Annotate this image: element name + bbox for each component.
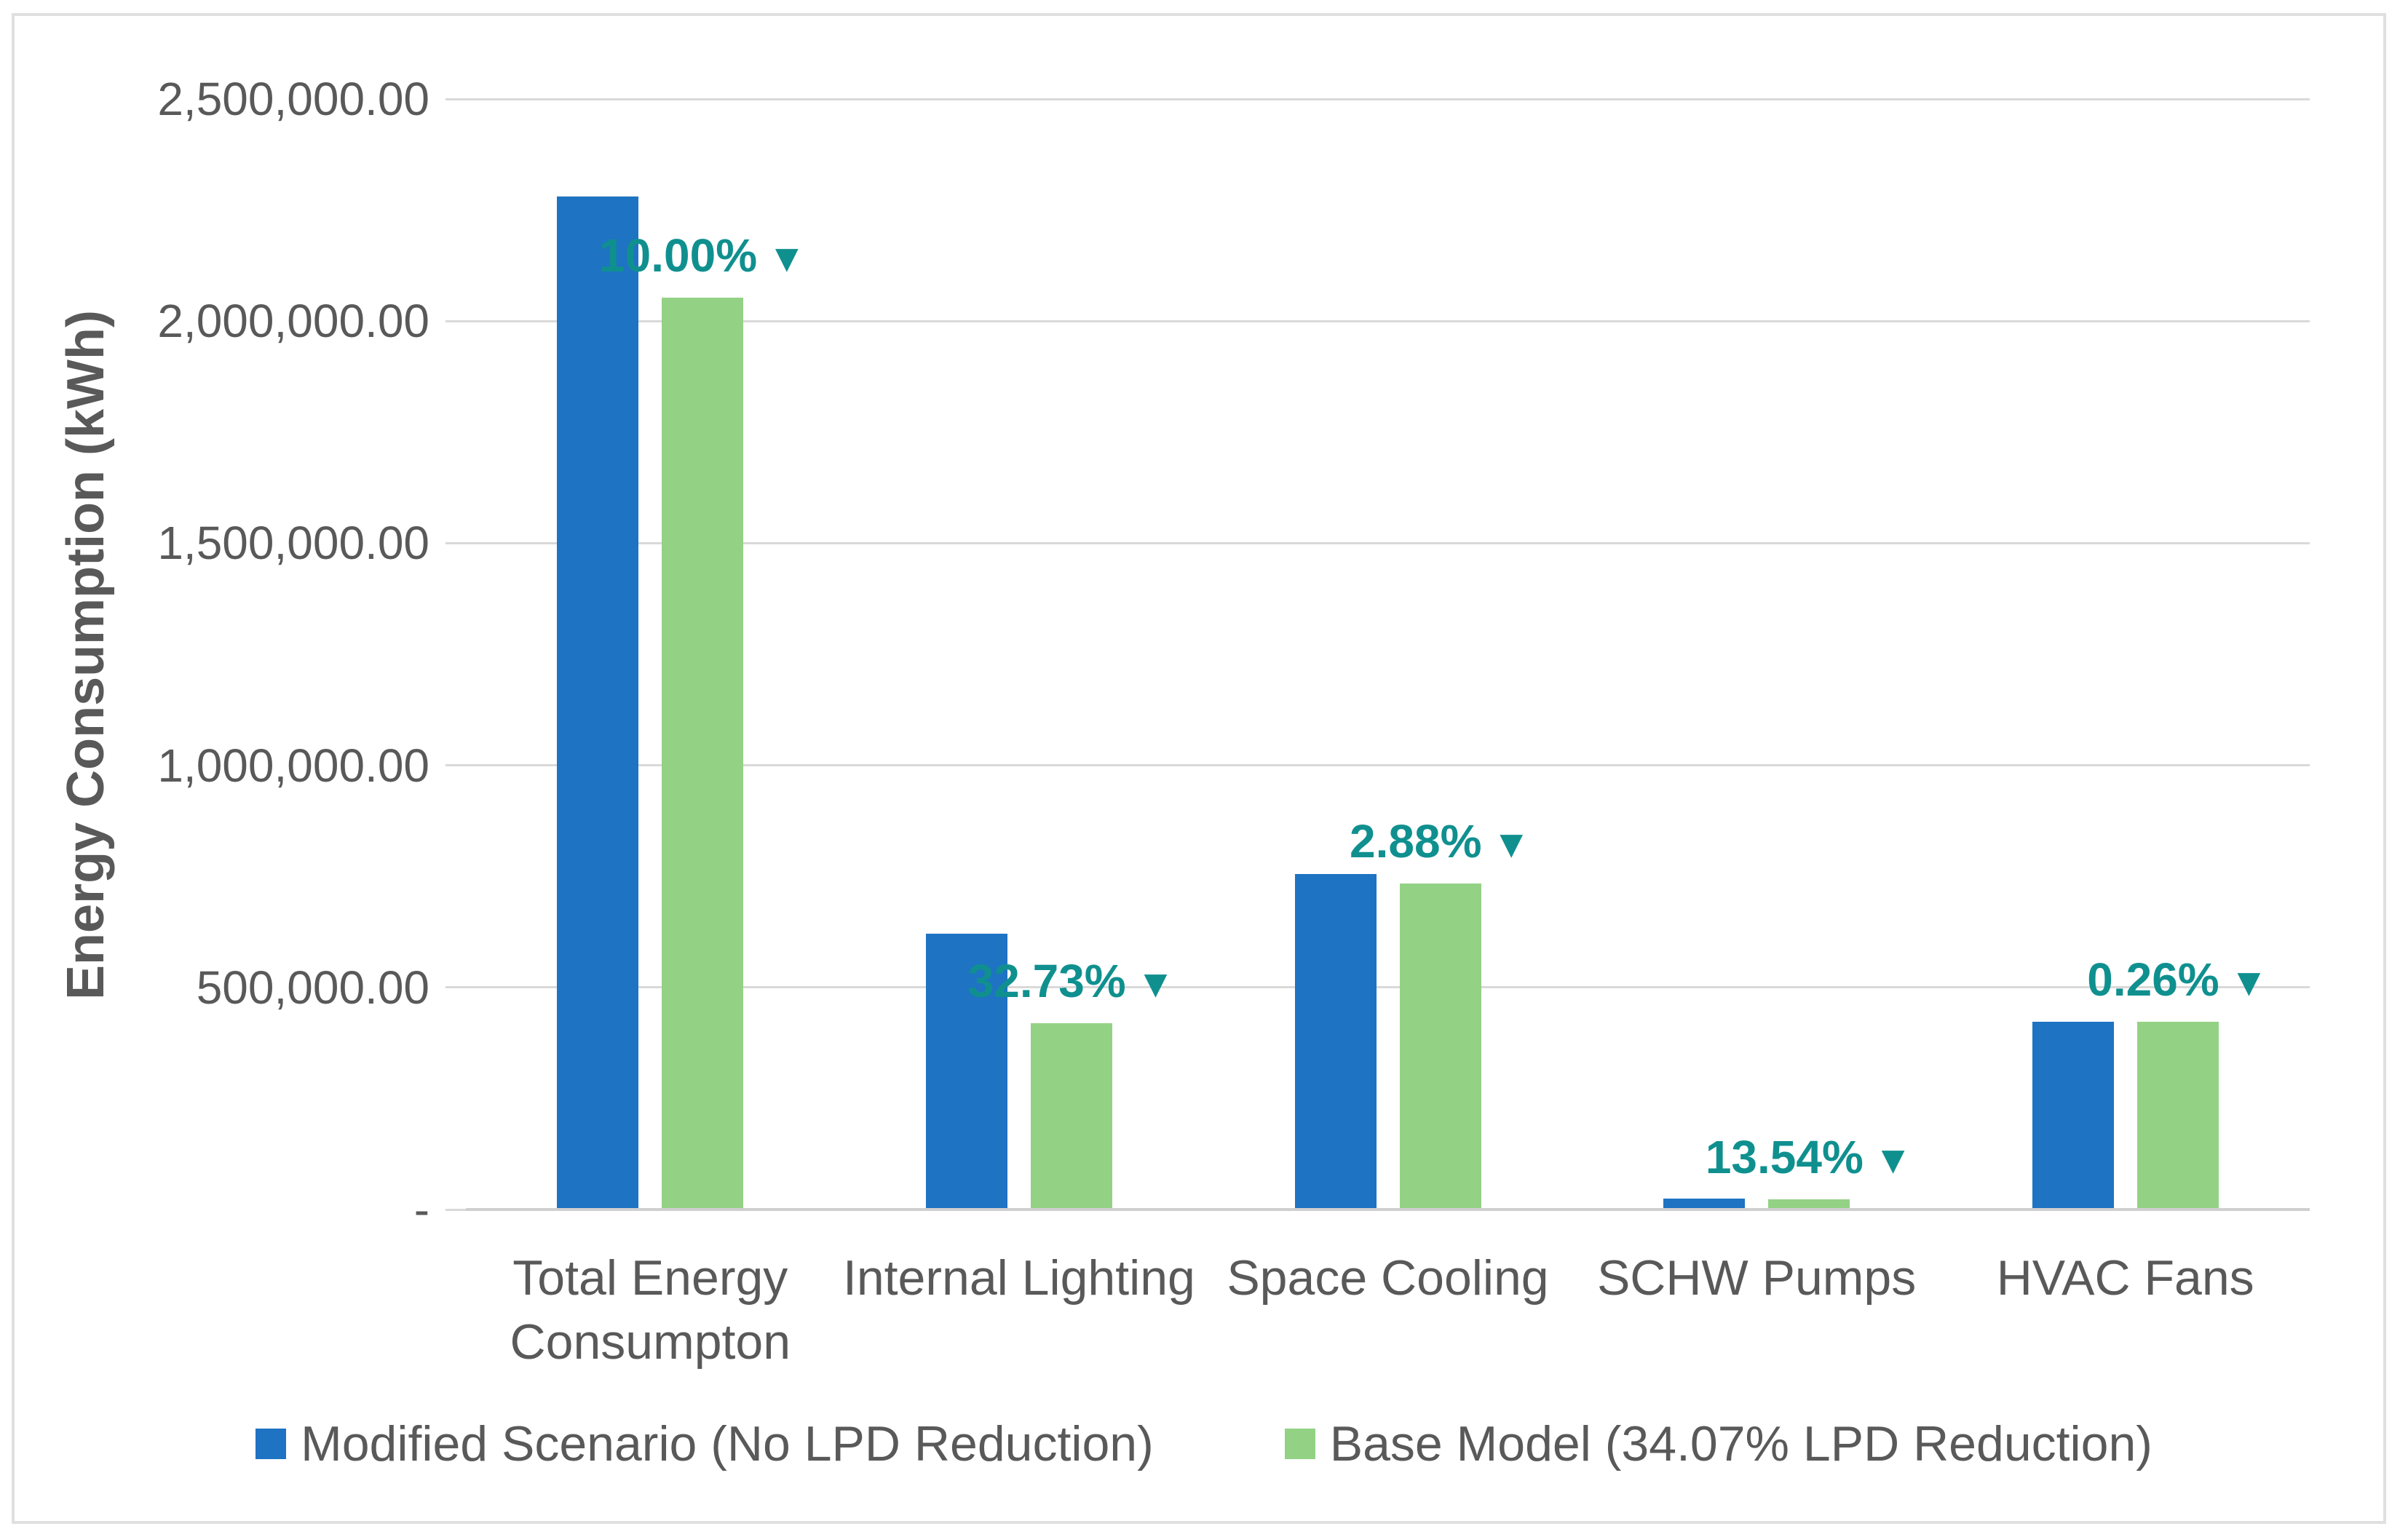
pct-value: 13.54%: [1705, 1131, 1864, 1184]
pct-change-label: 0.26% ▼: [1923, 946, 2408, 1016]
y-axis-tick: [445, 541, 466, 544]
gridline: [466, 541, 2310, 544]
legend-swatch: [256, 1429, 287, 1459]
pct-change-label: 10.00% ▼: [448, 222, 957, 292]
bar-modified-4: [1663, 1198, 1746, 1208]
y-tick-label: 1,500,000.00: [157, 517, 429, 570]
y-axis-tick: [445, 319, 466, 322]
decrease-triangle-icon: ▼: [1873, 1138, 1913, 1183]
category-label: SCHW Pumps: [1596, 1250, 1917, 1306]
y-tick-label: -: [413, 1183, 429, 1236]
pct-value: 32.73%: [967, 955, 1126, 1008]
bar-base-3: [1399, 883, 1481, 1208]
category-label: HVAC Fans: [1996, 1250, 2254, 1306]
y-axis-title: Energy Consumption (kWh): [57, 310, 115, 1000]
y-tick-label: 1,000,000.00: [157, 739, 429, 792]
category-label: Space Cooling: [1227, 1250, 1549, 1306]
decrease-triangle-icon: ▼: [1136, 962, 1176, 1006]
category-label: Total Energy Consumpton: [510, 1250, 791, 1370]
bar-base-1: [662, 298, 744, 1208]
bar-modified-5: [2032, 1021, 2114, 1208]
legend-item-base-model: Base Model (34.07% LPD Reduction): [1284, 1412, 2152, 1476]
gridline: [466, 98, 2310, 100]
legend-item-modified-scenario: Modified Scenario (No LPD Reduction): [256, 1412, 1154, 1476]
y-tick-label: 500,000.00: [196, 961, 429, 1014]
category-label: Internal Lighting: [842, 1250, 1195, 1306]
decrease-triangle-icon: ▼: [767, 237, 807, 281]
gridline: [466, 319, 2310, 322]
gridline: [466, 986, 2310, 989]
x-axis-line: [466, 1208, 2310, 1211]
pct-change-label: 32.73% ▼: [817, 948, 1326, 1017]
gridline: [466, 764, 2310, 767]
y-axis-tick: [445, 98, 466, 100]
legend: Modified Scenario (No LPD Reduction) Base…: [0, 1412, 2408, 1476]
pct-value: 2.88%: [1350, 815, 1482, 868]
decrease-triangle-icon: ▼: [2229, 961, 2269, 1005]
pct-value: 10.00%: [599, 229, 758, 282]
bar-modified-2: [925, 933, 1007, 1208]
legend-label: Base Model (34.07% LPD Reduction): [1329, 1416, 2152, 1472]
pct-change-label: 2.88% ▼: [1186, 808, 1695, 878]
pct-change-label: 13.54% ▼: [1554, 1124, 2064, 1194]
bar-modified-1: [557, 196, 639, 1208]
y-axis-tick: [445, 986, 466, 989]
bar-base-4: [1768, 1199, 1850, 1208]
y-axis-tick: [445, 764, 466, 767]
bar-base-2: [1030, 1023, 1112, 1208]
chart-border: [12, 13, 2386, 1524]
decrease-triangle-icon: ▼: [1492, 822, 1531, 867]
y-tick-label: 2,500,000.00: [157, 73, 429, 125]
legend-swatch: [1284, 1429, 1315, 1459]
bar-modified-3: [1294, 873, 1377, 1208]
y-axis-tick: [445, 1208, 466, 1211]
legend-label: Modified Scenario (No LPD Reduction): [301, 1416, 1154, 1472]
bar-base-5: [2136, 1022, 2219, 1208]
y-tick-label: 2,000,000.00: [157, 295, 429, 348]
pct-value: 0.26%: [2087, 953, 2219, 1006]
